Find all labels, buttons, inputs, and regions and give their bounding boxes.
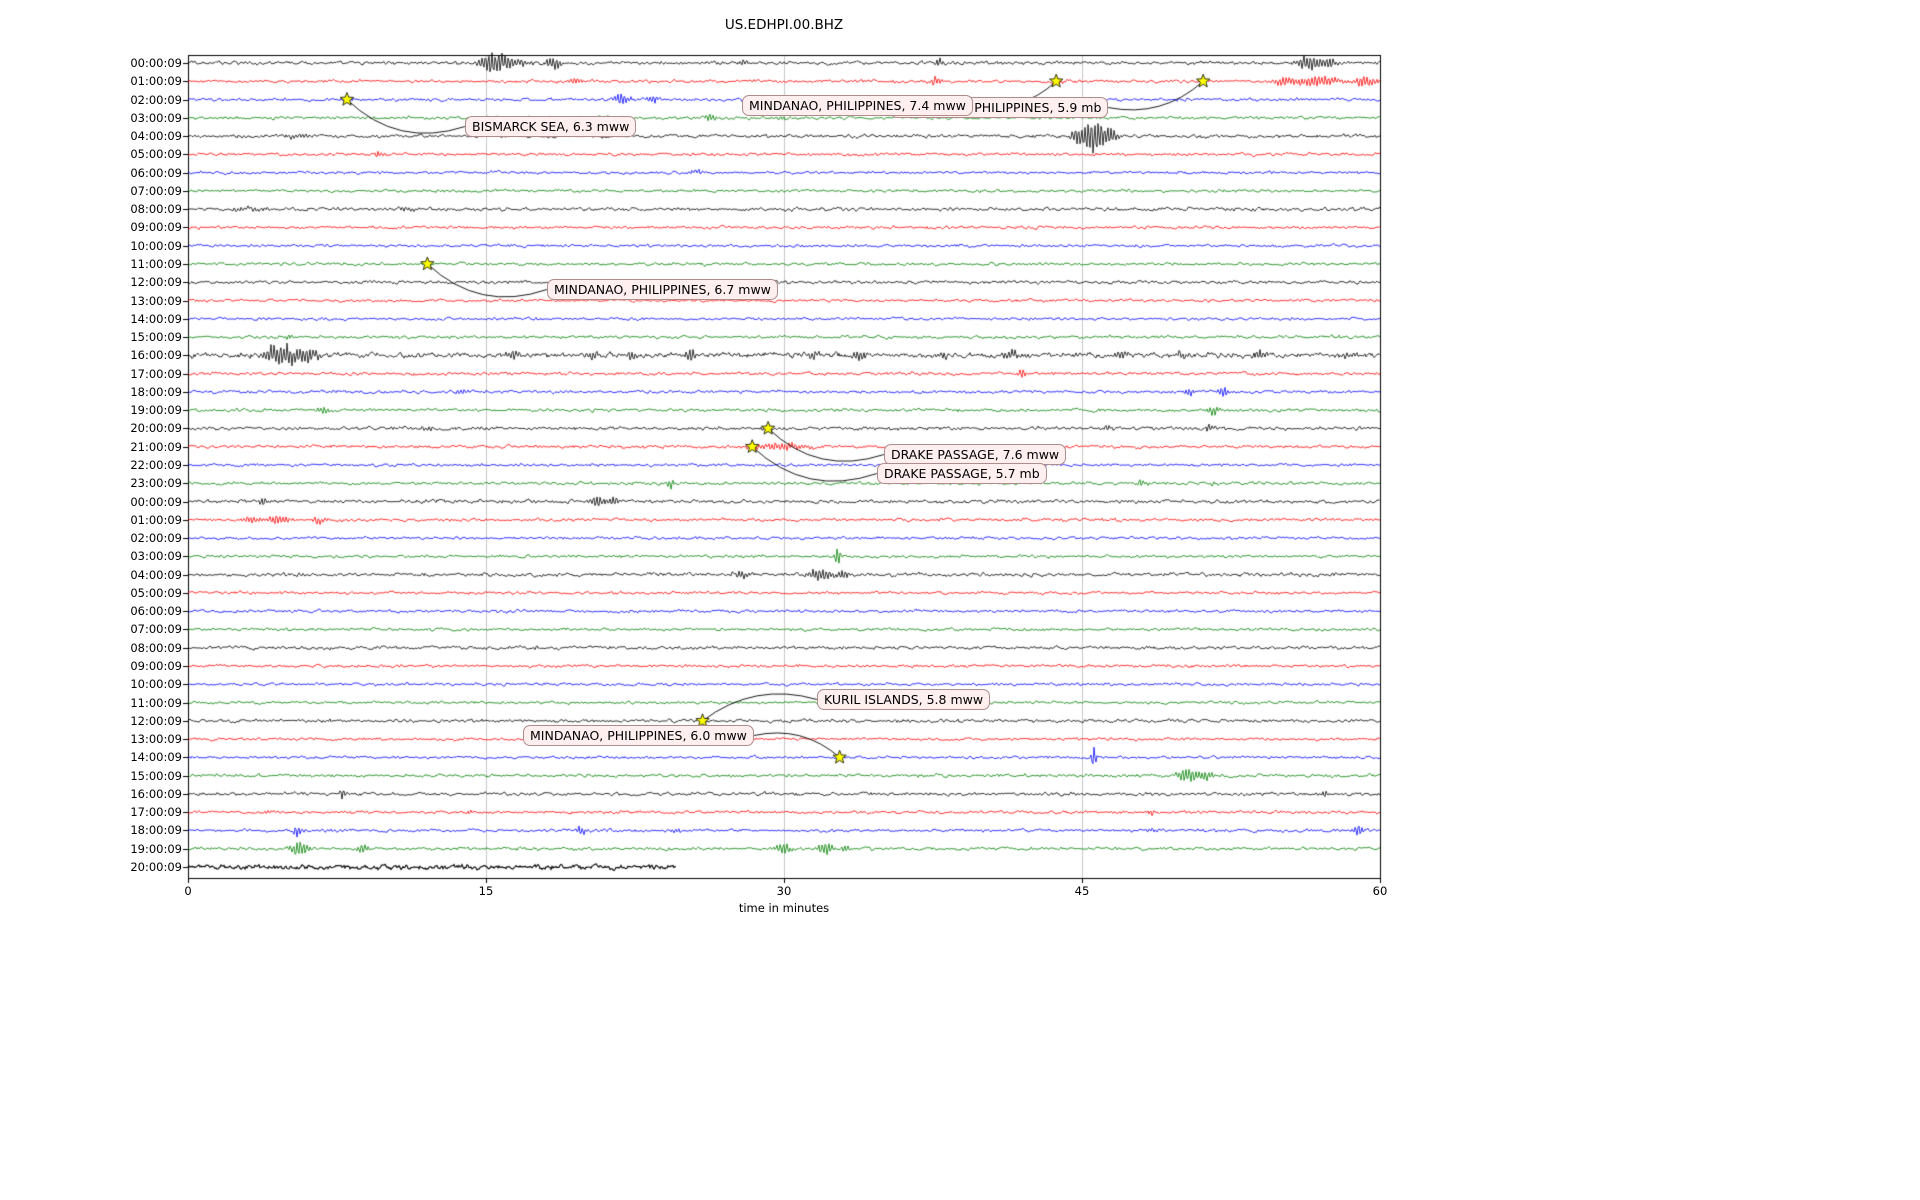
- row-time-label: 20:00:09: [130, 860, 182, 874]
- row-time-label: 09:00:09: [130, 659, 182, 673]
- row-time-label: 08:00:09: [130, 640, 182, 655]
- row-time-label: 18:00:09: [130, 384, 182, 399]
- row-time-label: 14:00:09: [130, 311, 182, 326]
- event-annotation: DRAKE PASSAGE, 5.7 mb: [877, 463, 1047, 484]
- row-time-label: 19:00:09: [130, 841, 182, 856]
- row-time-label: 14:00:09: [130, 750, 182, 765]
- row-time-label: 15:00:09: [130, 768, 182, 783]
- row-time-label: 20:00:09: [130, 421, 182, 436]
- row-time-label: 04:00:09: [130, 129, 182, 144]
- event-annotation: KURIL ISLANDS, 5.8 mww: [817, 689, 991, 710]
- event-annotation: MINDANAO, PHILIPPINES, 7.4 mww: [742, 95, 973, 116]
- row-time-label: 13:00:09: [130, 293, 182, 308]
- row-time-label: 03:00:09: [130, 549, 182, 564]
- row-time-label: 12:00:09: [130, 275, 182, 290]
- row-time-label: 00:00:09: [130, 494, 182, 509]
- row-time-label: 21:00:09: [130, 439, 182, 454]
- x-tick-label: 0: [184, 884, 192, 898]
- row-time-label: 11:00:09: [130, 257, 182, 271]
- row-time-label: 06:00:09: [130, 604, 182, 619]
- event-annotation: BISMARCK SEA, 6.3 mww: [465, 116, 637, 137]
- row-time-label: 15:00:09: [130, 330, 182, 345]
- event-annotation: DRAKE PASSAGE, 7.6 mww: [884, 444, 1067, 465]
- row-time-label: 03:00:09: [130, 110, 182, 125]
- row-time-label: 17:00:09: [130, 805, 182, 820]
- row-time-label: 19:00:09: [130, 403, 182, 418]
- row-time-label: 23:00:09: [130, 476, 182, 491]
- row-time-label: 01:00:09: [130, 74, 182, 89]
- event-annotation: MINDANAO, PHILIPPINES, 6.0 mww: [523, 725, 754, 746]
- row-time-label: 13:00:09: [130, 732, 182, 747]
- row-time-label: 07:00:09: [130, 183, 182, 198]
- row-time-label: 11:00:09: [130, 695, 182, 710]
- row-time-label: 02:00:09: [130, 531, 182, 546]
- event-annotation: MINDANAO, PHILIPPINES, 6.7 mww: [547, 279, 778, 300]
- row-time-label: 01:00:09: [130, 512, 182, 527]
- row-time-label: 04:00:09: [130, 567, 182, 582]
- row-time-label: 05:00:09: [130, 585, 182, 600]
- row-time-label: 22:00:09: [130, 458, 182, 472]
- row-time-label: 10:00:09: [130, 238, 182, 253]
- x-tick-label: 60: [1372, 884, 1388, 898]
- chart-title: US.EDHPI.00.BHZ: [724, 17, 844, 33]
- row-time-label: 00:00:09: [130, 56, 182, 70]
- row-time-label: 16:00:09: [130, 348, 182, 363]
- row-time-label: 10:00:09: [130, 677, 182, 692]
- x-tick-label: 45: [1074, 884, 1090, 898]
- row-time-label: 05:00:09: [130, 147, 182, 162]
- x-tick-label: 15: [478, 884, 494, 898]
- row-time-label: 09:00:09: [130, 220, 182, 235]
- row-time-label: 12:00:09: [130, 713, 182, 728]
- row-time-label: 02:00:09: [130, 92, 182, 107]
- x-axis-label: time in minutes: [738, 901, 830, 915]
- x-tick-label: 30: [776, 884, 792, 898]
- row-time-label: 07:00:09: [130, 622, 182, 637]
- row-time-label: 16:00:09: [130, 786, 182, 801]
- row-time-label: 18:00:09: [130, 823, 182, 838]
- row-time-label: 08:00:09: [130, 202, 182, 217]
- row-time-label: 06:00:09: [130, 165, 182, 180]
- row-time-label: 17:00:09: [130, 366, 182, 381]
